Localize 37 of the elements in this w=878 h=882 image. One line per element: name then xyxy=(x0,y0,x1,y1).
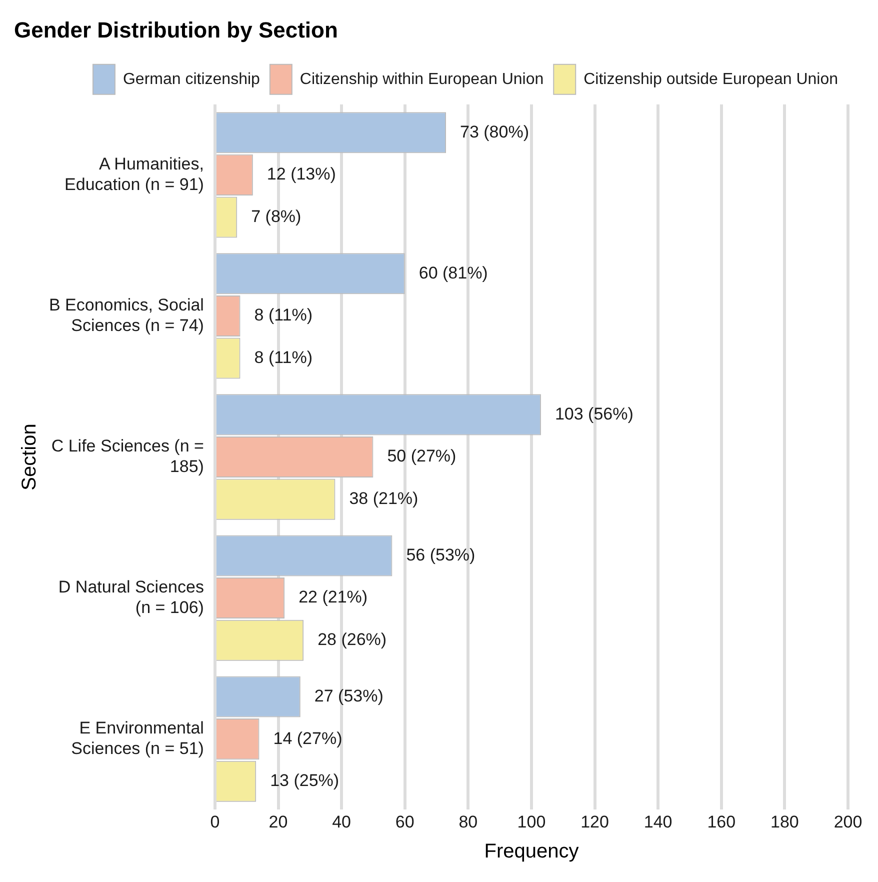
y-tick-label: E Environmental Sciences (n = 51) xyxy=(71,718,204,758)
data-label: 56 (53%) xyxy=(406,545,476,564)
data-label: 50 (27%) xyxy=(387,446,456,466)
x-tick-label: 20 xyxy=(268,812,288,832)
data-label: 103 (56%) xyxy=(554,404,634,424)
data-label: 22 (21%) xyxy=(298,588,368,607)
y-tick-label: B Economics, Social Sciences (n = 74) xyxy=(49,295,204,335)
data-label: 28 (26%) xyxy=(318,630,387,650)
data-label: 73 (80%) xyxy=(460,122,529,142)
y-tick-label: A Humanities, Education (n = 91) xyxy=(64,154,204,194)
x-tick-label: 180 xyxy=(770,812,799,832)
legend-label: Citizenship outside European Union xyxy=(584,70,838,88)
data-label: 13 (25%) xyxy=(270,771,340,790)
data-label: 38 (21%) xyxy=(349,489,418,508)
data-label: 8 (11%) xyxy=(254,306,313,325)
x-tick-label: 100 xyxy=(517,812,546,832)
y-tick-label: D Natural Sciences (n = 106) xyxy=(58,578,204,617)
x-tick-label: 160 xyxy=(707,812,736,832)
x-tick-label: 80 xyxy=(458,812,478,832)
data-label: 12 (13%) xyxy=(266,164,336,184)
data-label: 7 (8%) xyxy=(251,206,302,226)
legend-label: German citizenship xyxy=(122,70,260,88)
x-tick-label: 120 xyxy=(580,812,609,832)
y-axis-title: Section xyxy=(18,424,41,490)
chart-title: Gender Distribution by Section xyxy=(14,17,338,42)
y-tick-label: C Life Sciences (n = 185) xyxy=(51,436,204,476)
legend-label: Citizenship within European Union xyxy=(300,70,544,88)
x-axis-title: Frequency xyxy=(484,840,579,863)
data-label: 60 (81%) xyxy=(418,263,488,282)
data-label: 14 (27%) xyxy=(273,728,342,748)
x-tick-label: 0 xyxy=(210,812,220,832)
data-label: 27 (53%) xyxy=(314,686,384,706)
x-tick-label: 40 xyxy=(332,812,352,832)
x-tick-label: 60 xyxy=(395,812,414,832)
x-tick-label: 200 xyxy=(834,812,862,832)
data-label: 8 (11%) xyxy=(254,348,313,367)
x-tick-label: 140 xyxy=(644,812,672,832)
